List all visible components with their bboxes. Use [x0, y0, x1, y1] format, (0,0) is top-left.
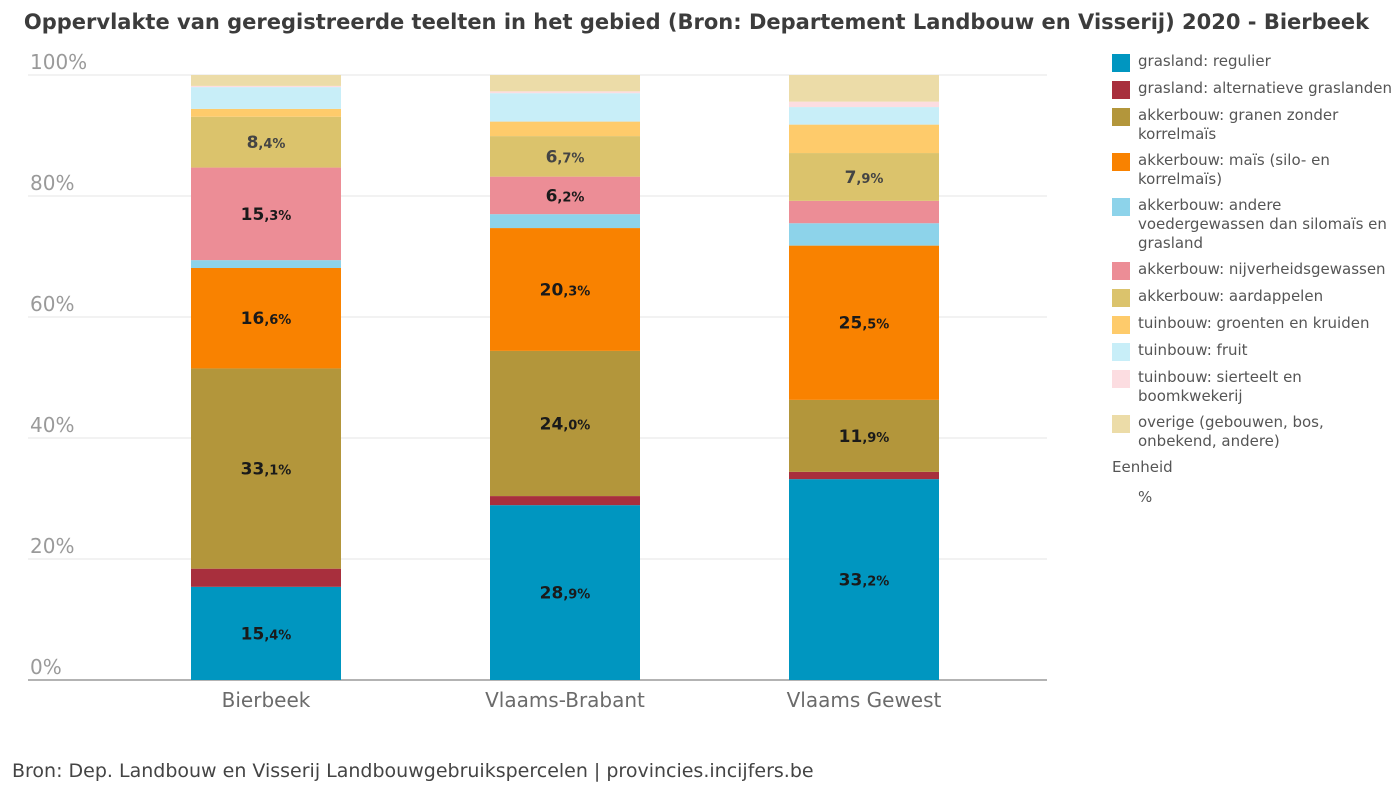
x-category-label: Vlaams-Brabant	[485, 688, 645, 712]
legend-swatch	[1112, 54, 1130, 72]
y-tick-label: 0%	[30, 655, 62, 679]
data-label: 6,2%	[546, 186, 585, 206]
bar-stacks	[191, 75, 939, 680]
legend-label: overige (gebouwen, bos, onbekend, andere…	[1138, 413, 1324, 450]
data-label: 24,0%	[540, 414, 591, 434]
bar-segment	[490, 136, 640, 177]
bar-segment	[191, 368, 341, 569]
bar-segment	[490, 505, 640, 680]
bar-segment	[490, 121, 640, 137]
bar-segment	[191, 108, 341, 117]
data-label: 28,9%	[540, 584, 591, 604]
bar-segment	[789, 399, 939, 472]
legend-label: akkerbouw: aardappelen	[1138, 287, 1324, 305]
legend-swatch	[1112, 108, 1130, 126]
bar-segment	[191, 167, 341, 261]
data-label: 11,9%	[839, 427, 890, 447]
bar-segment	[789, 479, 939, 680]
data-label: 7,9%	[845, 168, 884, 188]
legend-label: tuinbouw: sierteelt en boomkwekerij	[1138, 368, 1302, 405]
data-labels: 15,4% 33,1% 16,6% 15,3% 8,4% 28,9% 24,0% 20,3% 6…	[241, 133, 890, 644]
data-label: 6,7%	[546, 147, 585, 167]
legend-swatch	[1112, 81, 1130, 99]
legend-label: grasland: alternatieve graslanden	[1138, 79, 1392, 97]
bar-segment	[191, 87, 341, 109]
bar-segment	[490, 75, 640, 92]
legend-item[interactable]: akkerbouw: nijverheidsgewassen	[1112, 260, 1392, 280]
data-label: 20,3%	[540, 280, 591, 300]
stacked-bar-chart: 0% 20% 40% 60% 80% 100% Bierbeek Vlaams-Braban…	[28, 50, 1047, 712]
legend-label: akkerbouw: andere voedergewassen dan sil…	[1138, 196, 1387, 252]
legend-item[interactable]: tuinbouw: groenten en kruiden	[1112, 314, 1392, 334]
bar-segment	[191, 116, 341, 168]
data-label: 25,5%	[839, 314, 890, 334]
legend-item[interactable]: grasland: regulier	[1112, 52, 1392, 72]
y-tick-label: 80%	[30, 171, 74, 195]
bar-segment	[191, 260, 341, 268]
bar-segment	[789, 223, 939, 246]
bar-segment	[490, 214, 640, 229]
bar-segment	[490, 350, 640, 497]
bar-segment	[191, 586, 341, 680]
bar-segment	[789, 245, 939, 400]
bar-segment	[191, 267, 341, 369]
y-tick-label: 100%	[30, 50, 87, 74]
data-label: 8,4%	[247, 133, 286, 153]
legend-item[interactable]: tuinbouw: sierteelt en boomkwekerij	[1112, 368, 1392, 406]
y-tick-label: 40%	[30, 413, 74, 437]
data-label: 15,3%	[241, 205, 292, 225]
bar-segment	[789, 124, 939, 154]
legend-item[interactable]: akkerbouw: granen zonder korrelmaïs	[1112, 106, 1392, 144]
x-category-label: Vlaams Gewest	[787, 688, 942, 712]
legend-swatch	[1112, 415, 1130, 433]
bar-segment	[789, 107, 939, 125]
legend-swatch	[1112, 153, 1130, 171]
legend-label: akkerbouw: maïs (silo- en korrelmaïs)	[1138, 151, 1330, 188]
y-tick-label: 20%	[30, 534, 74, 558]
bar-segment	[490, 176, 640, 215]
legend-item[interactable]: overige (gebouwen, bos, onbekend, andere…	[1112, 413, 1392, 451]
legend-swatch	[1112, 370, 1130, 388]
legend-label: grasland: regulier	[1138, 52, 1271, 70]
bar-segment	[789, 75, 939, 102]
legend-swatch	[1112, 262, 1130, 280]
legend-item[interactable]: akkerbouw: andere voedergewassen dan sil…	[1112, 196, 1392, 253]
bar-segment	[490, 93, 640, 122]
legend: grasland: regulier grasland: alternatieve…	[1112, 52, 1392, 506]
bar-segment	[789, 153, 939, 201]
legend-item[interactable]: grasland: alternatieve graslanden	[1112, 79, 1392, 99]
x-category-label: Bierbeek	[222, 688, 311, 712]
bar-segment	[191, 85, 341, 88]
chart-title: Oppervlakte van geregistreerde teelten i…	[23, 10, 1370, 34]
bar-segment	[789, 101, 939, 108]
legend-swatch	[1112, 198, 1130, 216]
data-label: 33,1%	[241, 460, 292, 480]
legend-unit-title: Eenheid	[1112, 458, 1173, 476]
legend-label: tuinbouw: fruit	[1138, 341, 1248, 359]
legend-item[interactable]: akkerbouw: aardappelen	[1112, 287, 1392, 307]
data-label: 33,2%	[839, 571, 890, 591]
legend-swatch	[1112, 343, 1130, 361]
bar-segment	[789, 200, 939, 224]
legend-item[interactable]: tuinbouw: fruit	[1112, 341, 1392, 361]
x-axis-labels: Bierbeek Vlaams-Brabant Vlaams Gewest	[222, 688, 942, 712]
source-note: Bron: Dep. Landbouw en Visserij Landbouw…	[12, 760, 814, 782]
data-label: 15,4%	[241, 624, 292, 644]
data-label: 16,6%	[241, 309, 292, 329]
bar-segment	[789, 471, 939, 480]
y-axis-labels: 0% 20% 40% 60% 80% 100%	[30, 50, 87, 679]
bar-segment	[191, 75, 341, 86]
legend-unit-value: %	[1138, 488, 1153, 506]
legend-label: akkerbouw: nijverheidsgewassen	[1138, 260, 1386, 278]
legend-label: tuinbouw: groenten en kruiden	[1138, 314, 1370, 332]
legend-item[interactable]: akkerbouw: maïs (silo- en korrelmaïs)	[1112, 151, 1392, 189]
legend-swatch	[1112, 289, 1130, 307]
bar-segment	[490, 91, 640, 94]
bar-segment	[191, 568, 341, 587]
bar-segment	[490, 228, 640, 351]
legend-label: akkerbouw: granen zonder korrelmaïs	[1138, 106, 1339, 143]
y-tick-label: 60%	[30, 292, 74, 316]
legend-swatch	[1112, 316, 1130, 334]
bar-segment	[490, 496, 640, 506]
